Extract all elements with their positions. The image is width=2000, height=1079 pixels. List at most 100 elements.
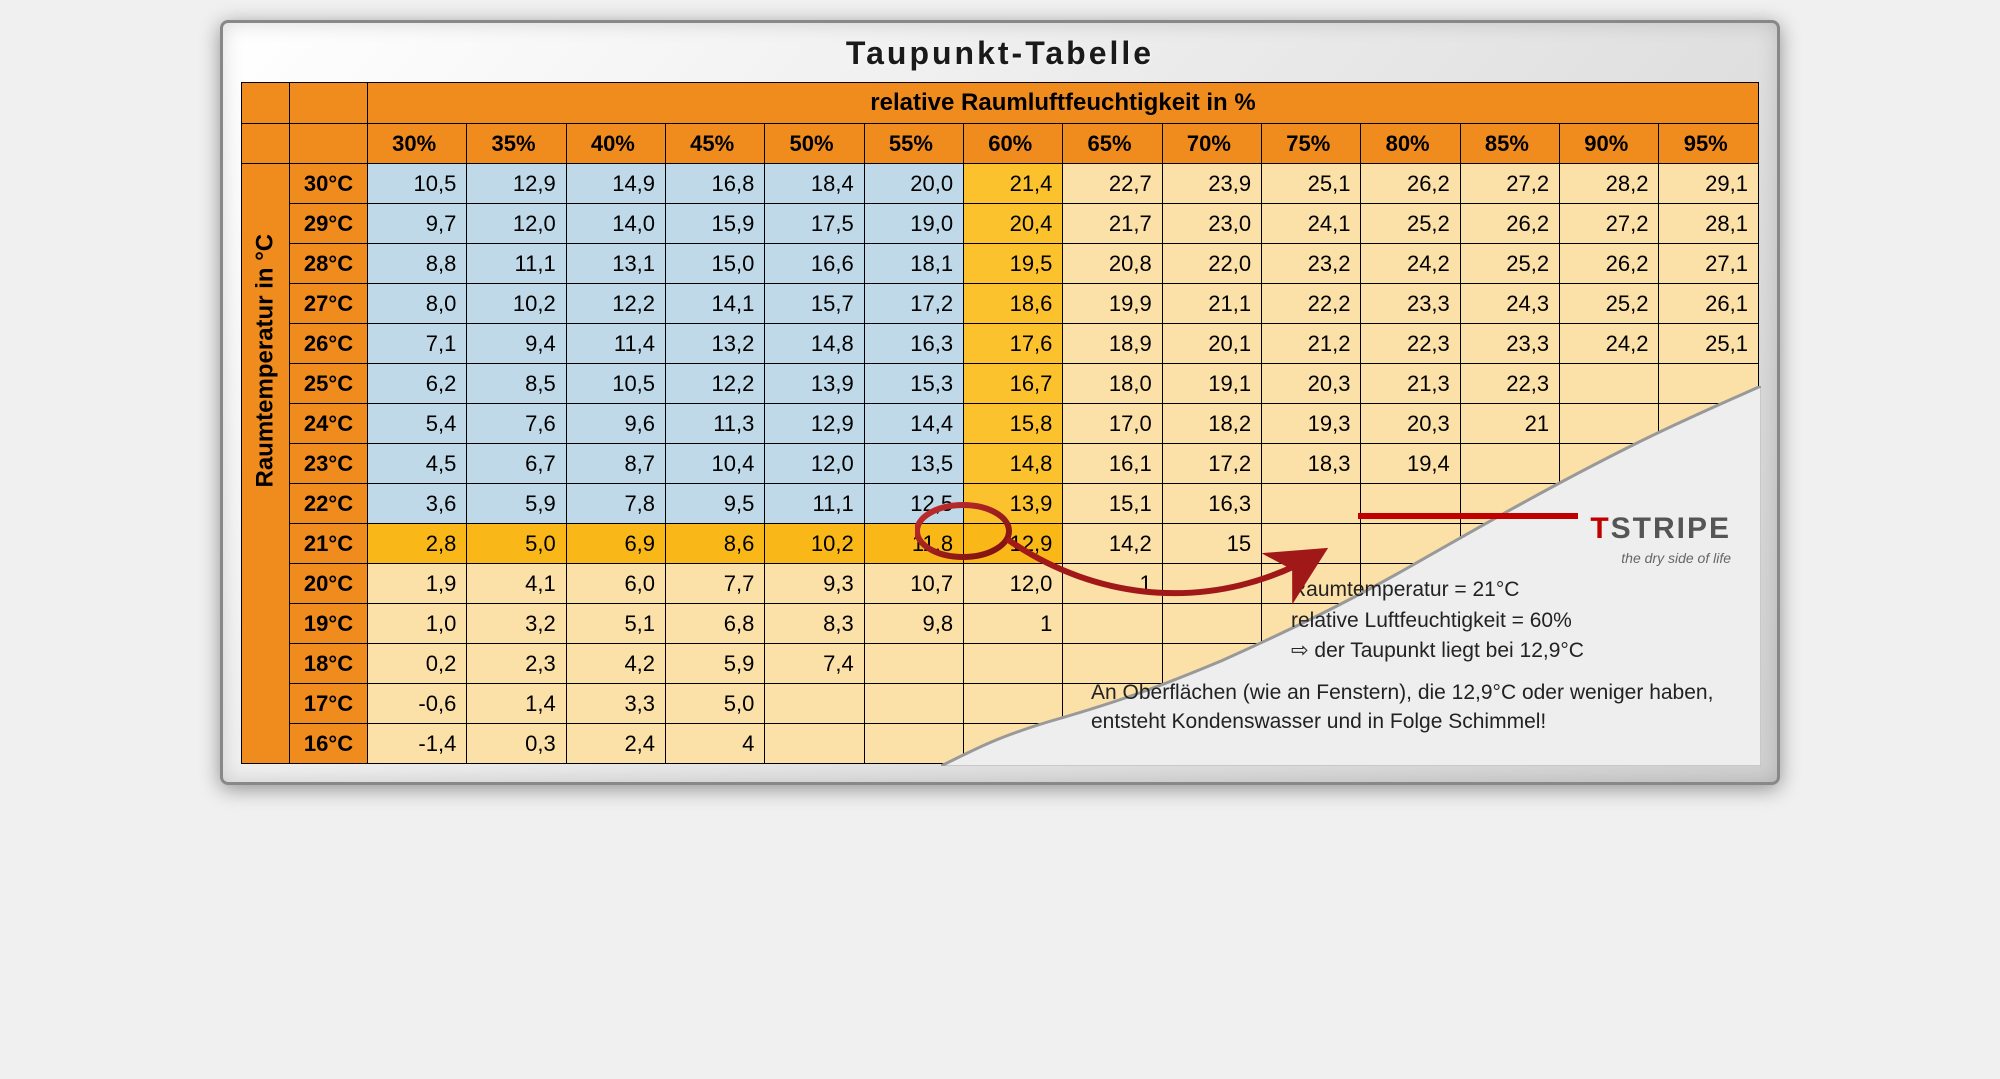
data-cell: 2,3 bbox=[467, 644, 566, 684]
taupunkt-table: relative Raumluftfeuchtigkeit in % 30%35… bbox=[241, 82, 1759, 764]
temperature-row-header: 24°C bbox=[290, 404, 368, 444]
data-cell: 18,3 bbox=[1262, 444, 1361, 484]
data-cell: 19,1 bbox=[1162, 364, 1261, 404]
temperature-row-header: 29°C bbox=[290, 204, 368, 244]
data-cell bbox=[1063, 724, 1162, 764]
data-cell: 9,5 bbox=[666, 484, 765, 524]
data-cell: 12,5 bbox=[864, 484, 963, 524]
temperature-row-header: 25°C bbox=[290, 364, 368, 404]
data-cell: 8,0 bbox=[368, 284, 467, 324]
data-cell: 24,2 bbox=[1560, 324, 1659, 364]
data-cell: 10,2 bbox=[765, 524, 864, 564]
table-row: 28°C8,811,113,115,016,618,119,520,822,02… bbox=[242, 244, 1759, 284]
table-row: 17°C-0,61,43,35,0 bbox=[242, 684, 1759, 724]
data-cell: 21,3 bbox=[1361, 364, 1460, 404]
data-cell bbox=[1262, 484, 1361, 524]
data-cell: 10,2 bbox=[467, 284, 566, 324]
data-cell: 12,9 bbox=[467, 164, 566, 204]
humidity-col-header: 95% bbox=[1659, 124, 1759, 164]
humidity-col-header: 65% bbox=[1063, 124, 1162, 164]
data-cell: 0,2 bbox=[368, 644, 467, 684]
data-cell: 17,2 bbox=[864, 284, 963, 324]
table-title: Taupunkt-Tabelle bbox=[241, 35, 1759, 72]
table-row: 26°C7,19,411,413,214,816,317,618,920,121… bbox=[242, 324, 1759, 364]
temperature-row-header: 30°C bbox=[290, 164, 368, 204]
data-cell bbox=[765, 684, 864, 724]
data-cell: 15,3 bbox=[864, 364, 963, 404]
data-cell: 13,1 bbox=[566, 244, 665, 284]
temperature-row-header: 23°C bbox=[290, 444, 368, 484]
data-cell: 21 bbox=[1460, 404, 1559, 444]
data-cell: 8,5 bbox=[467, 364, 566, 404]
data-cell bbox=[1262, 524, 1361, 564]
data-cell: 12,0 bbox=[964, 564, 1063, 604]
temperature-row-header: 20°C bbox=[290, 564, 368, 604]
data-cell: 21,1 bbox=[1162, 284, 1261, 324]
data-cell: 22,7 bbox=[1063, 164, 1162, 204]
data-cell: 15 bbox=[1162, 524, 1261, 564]
table-row: 29°C9,712,014,015,917,519,020,421,723,02… bbox=[242, 204, 1759, 244]
corner-cell bbox=[242, 83, 290, 124]
data-cell: 23,3 bbox=[1361, 284, 1460, 324]
data-cell: -1,4 bbox=[368, 724, 467, 764]
data-cell bbox=[1659, 524, 1759, 564]
data-cell bbox=[1560, 444, 1659, 484]
table-row: 23°C4,56,78,710,412,013,514,816,117,218,… bbox=[242, 444, 1759, 484]
data-cell: 9,7 bbox=[368, 204, 467, 244]
data-cell bbox=[1063, 684, 1162, 724]
data-cell: 12,9 bbox=[964, 524, 1063, 564]
data-cell bbox=[1162, 724, 1261, 764]
data-cell: 8,3 bbox=[765, 604, 864, 644]
data-cell: 21,2 bbox=[1262, 324, 1361, 364]
data-cell: 3,6 bbox=[368, 484, 467, 524]
data-cell: 27,2 bbox=[1560, 204, 1659, 244]
humidity-col-header: 75% bbox=[1262, 124, 1361, 164]
data-cell: 14,4 bbox=[864, 404, 963, 444]
table-row: 21°C2,85,06,98,610,211,812,914,215 bbox=[242, 524, 1759, 564]
table-row: 22°C3,65,97,89,511,112,513,915,116,3 bbox=[242, 484, 1759, 524]
data-cell: 20,0 bbox=[864, 164, 963, 204]
temperature-row-header: 26°C bbox=[290, 324, 368, 364]
data-cell: 16,1 bbox=[1063, 444, 1162, 484]
data-cell bbox=[1162, 644, 1261, 684]
data-cell: 25,1 bbox=[1659, 324, 1759, 364]
humidity-col-header: 45% bbox=[666, 124, 765, 164]
data-cell: 15,0 bbox=[666, 244, 765, 284]
data-cell: 23,9 bbox=[1162, 164, 1261, 204]
data-cell bbox=[1560, 484, 1659, 524]
data-cell bbox=[1659, 644, 1759, 684]
data-cell: 18,4 bbox=[765, 164, 864, 204]
data-cell: 4,2 bbox=[566, 644, 665, 684]
humidity-col-header: 90% bbox=[1560, 124, 1659, 164]
data-cell: -0,6 bbox=[368, 684, 467, 724]
humidity-col-header: 55% bbox=[864, 124, 963, 164]
data-cell bbox=[1361, 604, 1460, 644]
data-cell: 18,2 bbox=[1162, 404, 1261, 444]
data-cell bbox=[1460, 564, 1559, 604]
data-cell bbox=[1659, 684, 1759, 724]
data-cell: 14,8 bbox=[964, 444, 1063, 484]
data-cell: 29,1 bbox=[1659, 164, 1759, 204]
data-cell: 4,5 bbox=[368, 444, 467, 484]
data-cell: 6,9 bbox=[566, 524, 665, 564]
data-cell bbox=[1162, 684, 1261, 724]
data-cell: 15,8 bbox=[964, 404, 1063, 444]
temperature-row-header: 17°C bbox=[290, 684, 368, 724]
humidity-col-header: 70% bbox=[1162, 124, 1261, 164]
data-cell bbox=[1460, 524, 1559, 564]
data-cell: 19,4 bbox=[1361, 444, 1460, 484]
humidity-col-header: 35% bbox=[467, 124, 566, 164]
data-cell bbox=[964, 684, 1063, 724]
data-cell bbox=[1262, 724, 1361, 764]
temperature-row-header: 22°C bbox=[290, 484, 368, 524]
data-cell: 13,9 bbox=[765, 364, 864, 404]
data-cell bbox=[1262, 604, 1361, 644]
data-cell: 26,1 bbox=[1659, 284, 1759, 324]
data-cell: 15,9 bbox=[666, 204, 765, 244]
data-cell bbox=[765, 724, 864, 764]
data-cell: 0,3 bbox=[467, 724, 566, 764]
data-cell: 2,8 bbox=[368, 524, 467, 564]
data-cell: 16,7 bbox=[964, 364, 1063, 404]
data-cell: 23,0 bbox=[1162, 204, 1261, 244]
data-cell: 27,2 bbox=[1460, 164, 1559, 204]
